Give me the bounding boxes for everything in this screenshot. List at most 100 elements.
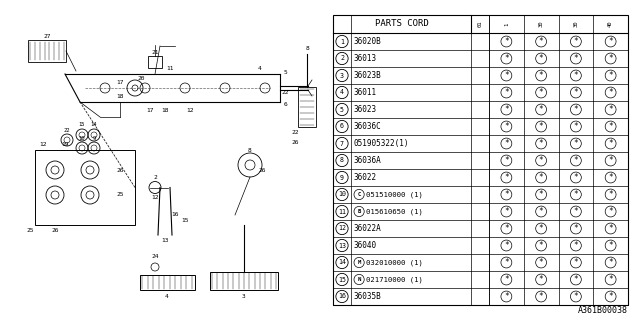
Text: *: * — [608, 258, 613, 267]
Text: *: * — [573, 292, 578, 301]
Text: *: * — [573, 37, 578, 46]
Text: *: * — [539, 122, 543, 131]
Text: 051905322(1): 051905322(1) — [354, 139, 410, 148]
Text: 22: 22 — [291, 130, 299, 134]
Text: *: * — [504, 292, 509, 301]
Text: 26: 26 — [259, 167, 266, 172]
Text: *: * — [539, 224, 543, 233]
Text: *: * — [504, 173, 509, 182]
Text: 10: 10 — [79, 135, 85, 140]
Text: *: * — [608, 37, 613, 46]
Text: *: * — [504, 224, 509, 233]
Text: *: * — [608, 292, 613, 301]
Text: 10: 10 — [338, 191, 346, 197]
Text: 36023: 36023 — [354, 105, 377, 114]
Text: *: * — [504, 54, 509, 63]
Text: 11: 11 — [338, 209, 346, 214]
Text: 015610650 (1): 015610650 (1) — [366, 208, 423, 215]
Text: 36035B: 36035B — [354, 292, 381, 301]
Text: 13: 13 — [338, 243, 346, 249]
Text: 40: 40 — [608, 21, 613, 27]
Text: 25: 25 — [26, 228, 34, 233]
Text: *: * — [573, 139, 578, 148]
Text: 12: 12 — [151, 195, 159, 200]
Text: *: * — [539, 105, 543, 114]
Text: *: * — [539, 173, 543, 182]
Text: 18: 18 — [161, 108, 169, 113]
Text: *: * — [539, 207, 543, 216]
Text: *: * — [608, 173, 613, 182]
Text: 26: 26 — [51, 228, 59, 233]
Text: *: * — [573, 173, 578, 182]
Text: 17: 17 — [147, 108, 154, 113]
Text: *: * — [539, 54, 543, 63]
Text: 36022A: 36022A — [354, 224, 381, 233]
Text: 021710000 (1): 021710000 (1) — [366, 276, 423, 283]
Text: *: * — [539, 292, 543, 301]
Text: *: * — [608, 88, 613, 97]
Text: 5: 5 — [283, 69, 287, 75]
Text: 2: 2 — [153, 175, 157, 180]
Text: 36013: 36013 — [354, 54, 377, 63]
Text: 2: 2 — [340, 55, 344, 61]
Text: 01: 01 — [477, 21, 483, 27]
Text: *: * — [573, 156, 578, 165]
Text: 24: 24 — [151, 254, 159, 260]
Text: *: * — [573, 258, 578, 267]
Text: 36020B: 36020B — [354, 37, 381, 46]
Text: 1: 1 — [340, 38, 344, 44]
Text: 36022: 36022 — [354, 173, 377, 182]
Text: 36040: 36040 — [354, 241, 377, 250]
Text: 14: 14 — [338, 260, 346, 266]
Text: 3: 3 — [340, 73, 344, 78]
Text: 22: 22 — [64, 127, 70, 132]
Text: 9: 9 — [92, 135, 95, 140]
Text: *: * — [539, 37, 543, 46]
Text: 7: 7 — [340, 140, 344, 147]
Text: *: * — [504, 241, 509, 250]
Text: *: * — [504, 71, 509, 80]
Text: 4: 4 — [340, 90, 344, 95]
Text: *: * — [539, 190, 543, 199]
Text: 6: 6 — [283, 102, 287, 108]
Text: *: * — [504, 105, 509, 114]
Text: *: * — [608, 275, 613, 284]
Text: *: * — [608, 71, 613, 80]
Text: 4: 4 — [165, 293, 169, 299]
Text: 26: 26 — [291, 140, 299, 145]
Bar — [140, 275, 195, 290]
Text: *: * — [539, 88, 543, 97]
Text: 30: 30 — [539, 21, 543, 27]
Text: 6: 6 — [340, 124, 344, 130]
Text: 13: 13 — [161, 237, 169, 243]
Text: *: * — [573, 190, 578, 199]
Text: 27: 27 — [44, 34, 51, 38]
Text: *: * — [608, 139, 613, 148]
Text: M: M — [358, 260, 361, 265]
Text: *: * — [504, 207, 509, 216]
Text: *: * — [539, 258, 543, 267]
Text: *: * — [504, 258, 509, 267]
Text: 051510000 (1): 051510000 (1) — [366, 191, 423, 198]
Bar — [35, 150, 135, 225]
Text: *: * — [504, 156, 509, 165]
Text: *: * — [573, 275, 578, 284]
Text: *: * — [539, 241, 543, 250]
Text: *: * — [608, 190, 613, 199]
Text: 9: 9 — [340, 174, 344, 180]
Text: *: * — [573, 122, 578, 131]
Text: C: C — [358, 192, 361, 197]
Text: *: * — [573, 105, 578, 114]
Text: 14: 14 — [91, 123, 97, 127]
Text: 30: 30 — [573, 21, 579, 27]
Text: 16: 16 — [172, 212, 179, 218]
Text: *: * — [573, 71, 578, 80]
Text: 21: 21 — [151, 50, 159, 54]
Text: *: * — [539, 156, 543, 165]
Text: 19: 19 — [61, 142, 68, 148]
Text: *: * — [504, 139, 509, 148]
Text: *: * — [573, 88, 578, 97]
Text: *: * — [573, 207, 578, 216]
Bar — [148, 56, 162, 68]
Bar — [28, 40, 66, 62]
